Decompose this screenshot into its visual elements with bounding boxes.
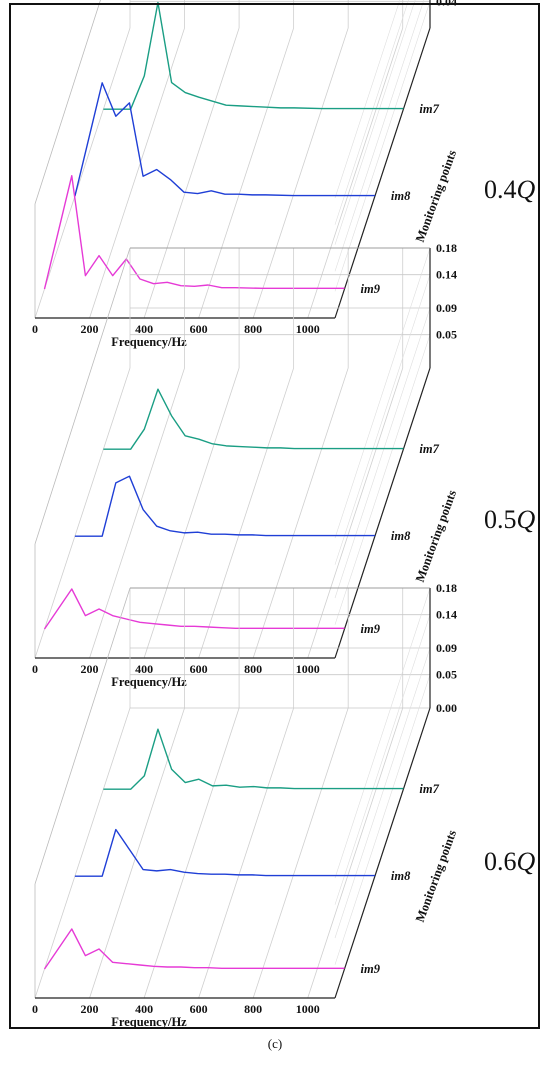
series-line-im8: [74, 828, 375, 877]
series-label-im7: im7: [419, 102, 439, 116]
x-tick-label: 200: [81, 662, 99, 676]
series-label-im9: im9: [361, 962, 381, 976]
depth-axis-line: [334, 707, 431, 999]
y-tick-label: 0.09: [436, 641, 457, 655]
x-tick-label: 400: [135, 322, 153, 336]
grid-lines: [34, 247, 431, 659]
y-tick-label: 0.09: [436, 301, 457, 315]
floor-grid-line: [34, 367, 131, 659]
floor-grid-line: [198, 367, 295, 659]
floor-grid-line: [89, 27, 185, 319]
x-tick-label: 200: [81, 322, 99, 336]
depth-axis-line: [334, 27, 431, 319]
floor-grid-line: [198, 707, 295, 999]
flow-rate-label: 0.6Q: [484, 847, 536, 876]
x-tick-label: 0: [32, 1002, 38, 1016]
series-line-im7: [103, 728, 404, 790]
series-label-im9: im9: [361, 622, 381, 636]
x-tick-label: 0: [32, 322, 38, 336]
series-lines: im7 im8 im9: [43, 1, 440, 296]
series-line-im7: [103, 1, 404, 110]
flow-rate-label: 0.5Q: [484, 505, 536, 534]
side-grid-line: [334, 334, 431, 625]
side-grid-line: [334, 0, 409, 225]
series-line-im9: [43, 174, 345, 290]
series-lines: im7 im8 im9: [43, 728, 440, 976]
x-tick-label: 400: [135, 662, 153, 676]
x-tick-label: 1000: [296, 322, 320, 336]
floor-grid-line: [198, 27, 295, 319]
x-tick-label: 0: [32, 662, 38, 676]
wall-grid-line: [34, 247, 131, 545]
floor-grid-line: [34, 707, 131, 999]
series-line-im8: [74, 82, 375, 197]
series-line-im7: [103, 388, 404, 450]
side-grid-line: [334, 674, 431, 965]
figure-frame: [9, 3, 540, 1029]
floor-grid-line: [252, 27, 349, 319]
x-tick-label: 800: [244, 662, 262, 676]
side-grid-line: [334, 247, 431, 539]
floor-grid-line: [89, 707, 185, 999]
side-grid-line: [334, 307, 431, 599]
floor-grid-line: [252, 707, 349, 999]
side-grid-line: [334, 0, 401, 199]
floor-grid-line: [252, 367, 349, 659]
side-grid-line: [334, 1, 431, 292]
series-label-im9: im9: [361, 282, 381, 296]
series-line-im9: [43, 928, 345, 970]
flow-rate-label: 0.4Q: [484, 175, 536, 204]
floor-grid-line: [307, 367, 404, 659]
floor-grid-line: [34, 27, 131, 319]
series-label-im8: im8: [391, 529, 411, 543]
x-tick-label: 1000: [296, 662, 320, 676]
x-tick-label: 200: [81, 1002, 99, 1016]
y-tick-label: 0.05: [436, 328, 457, 342]
floor-grid-line: [143, 27, 240, 319]
depth-axis-line: [334, 367, 431, 659]
y-tick-label: 0.18: [436, 241, 457, 255]
series-line-im9: [43, 588, 345, 630]
wall-grid-line: [34, 587, 131, 885]
y-tick-label: 0.14: [436, 268, 457, 282]
x-tick-label: 1000: [296, 1002, 320, 1016]
side-grid-line: [334, 614, 431, 905]
y-tick-label: 0.00: [436, 701, 457, 715]
series-label-im8: im8: [391, 189, 411, 203]
floor-grid-line: [89, 367, 185, 659]
figure-caption: (c): [267, 1036, 283, 1051]
y-tick-label: 0.18: [436, 581, 457, 595]
series-lines: im7 im8 im9: [43, 388, 440, 636]
side-grid-line: [334, 647, 431, 939]
series-line-im8: [74, 475, 375, 537]
y-tick-label: 0.05: [436, 668, 457, 682]
floor-grid-line: [307, 707, 404, 999]
axes: 0 200 400 600 800 1000 Frequency/Hz 0.00 0.05 0.0…: [32, 581, 457, 1029]
series-label-im7: im7: [419, 782, 439, 796]
y-tick-label: 0.14: [436, 608, 457, 622]
wall-grid-line: [34, 0, 101, 205]
x-tick-label: 800: [244, 322, 262, 336]
x-tick-label: 600: [190, 662, 208, 676]
floor-grid-line: [143, 367, 240, 659]
x-tick-label: 600: [190, 322, 208, 336]
axes: 0 200 400 600 800 1000Frequency/Hz0.050.090.1…: [32, 241, 457, 689]
floor-grid-line: [143, 707, 240, 999]
floor-grid-line: [307, 27, 404, 319]
side-grid-line: [334, 274, 431, 565]
series-label-im7: im7: [419, 442, 439, 456]
x-tick-label: 800: [244, 1002, 262, 1016]
side-grid-line: [334, 0, 425, 272]
x-tick-label: 600: [190, 1002, 208, 1016]
x-tick-label: 400: [135, 1002, 153, 1016]
chart-panel-0.6Q: 0 200 400 600 800 1000 Frequency/Hz 0.00 0.05 0.0…: [32, 581, 536, 1029]
series-label-im8: im8: [391, 869, 411, 883]
side-grid-line: [334, 587, 431, 879]
x-axis-label: Frequency/Hz: [111, 1015, 187, 1029]
